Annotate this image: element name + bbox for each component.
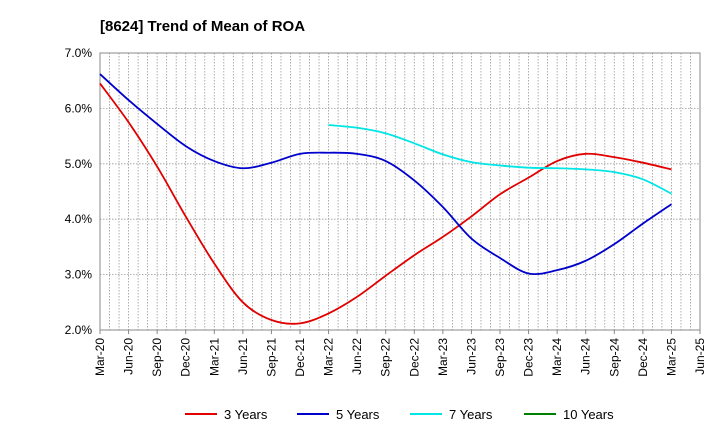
x-tick-label: Sep-20: [150, 338, 164, 377]
x-tick-label: Jun-24: [579, 338, 593, 375]
x-tick-label: Jun-25: [693, 338, 707, 375]
x-tick-label: Jun-22: [350, 338, 364, 375]
plot-area: [99, 52, 701, 331]
y-axis-ticks: 2.0% 3.0% 4.0% 5.0% 6.0% 7.0%: [65, 46, 93, 337]
x-tick-label: Sep-22: [379, 338, 393, 377]
legend-label: 10 Years: [563, 407, 614, 422]
x-tick-label: Sep-23: [493, 338, 507, 377]
y-tick-label: 4.0%: [65, 212, 93, 226]
y-tick-label: 2.0%: [65, 323, 93, 337]
x-tick-label: Mar-20: [93, 338, 107, 376]
x-axis-ticks: Mar-20 Jun-20 Sep-20 Dec-20 Mar-21 Jun-21 Sep-…: [93, 330, 707, 377]
x-tick-label: Jun-20: [122, 338, 136, 375]
x-tick-label: Mar-25: [664, 338, 678, 376]
x-tick-label: Mar-24: [550, 338, 564, 376]
x-tick-label: Jun-23: [464, 338, 478, 375]
x-tick-label: Dec-21: [293, 338, 307, 377]
x-tick-label: Mar-23: [436, 338, 450, 376]
x-tick-label: Dec-20: [179, 338, 193, 377]
series-line-3-years: [99, 82, 672, 325]
grid: [100, 53, 700, 330]
x-tick-label: Jun-21: [236, 338, 250, 375]
legend: 3 Years 5 Years 7 Years 10 Years: [185, 407, 614, 422]
y-tick-label: 7.0%: [65, 46, 93, 60]
legend-label: 3 Years: [224, 407, 268, 422]
x-tick-label: Sep-21: [264, 338, 278, 377]
legend-label: 7 Years: [449, 407, 493, 422]
x-tick-label: Mar-22: [322, 338, 336, 376]
series-line-5-years: [99, 73, 672, 276]
y-tick-label: 5.0%: [65, 157, 93, 171]
y-tick-label: 6.0%: [65, 101, 93, 115]
series-line-7-years: [328, 124, 672, 195]
x-tick-label: Dec-24: [636, 338, 650, 377]
y-tick-label: 3.0%: [65, 268, 93, 282]
chart-title: [8624] Trend of Mean of ROA: [100, 18, 305, 35]
x-tick-label: Dec-22: [407, 338, 421, 377]
x-tick-label: Dec-23: [522, 338, 536, 377]
series-lines: [99, 73, 672, 325]
legend-label: 5 Years: [336, 407, 380, 422]
x-tick-label: Mar-21: [207, 338, 221, 376]
x-tick-label: Sep-24: [607, 338, 621, 377]
